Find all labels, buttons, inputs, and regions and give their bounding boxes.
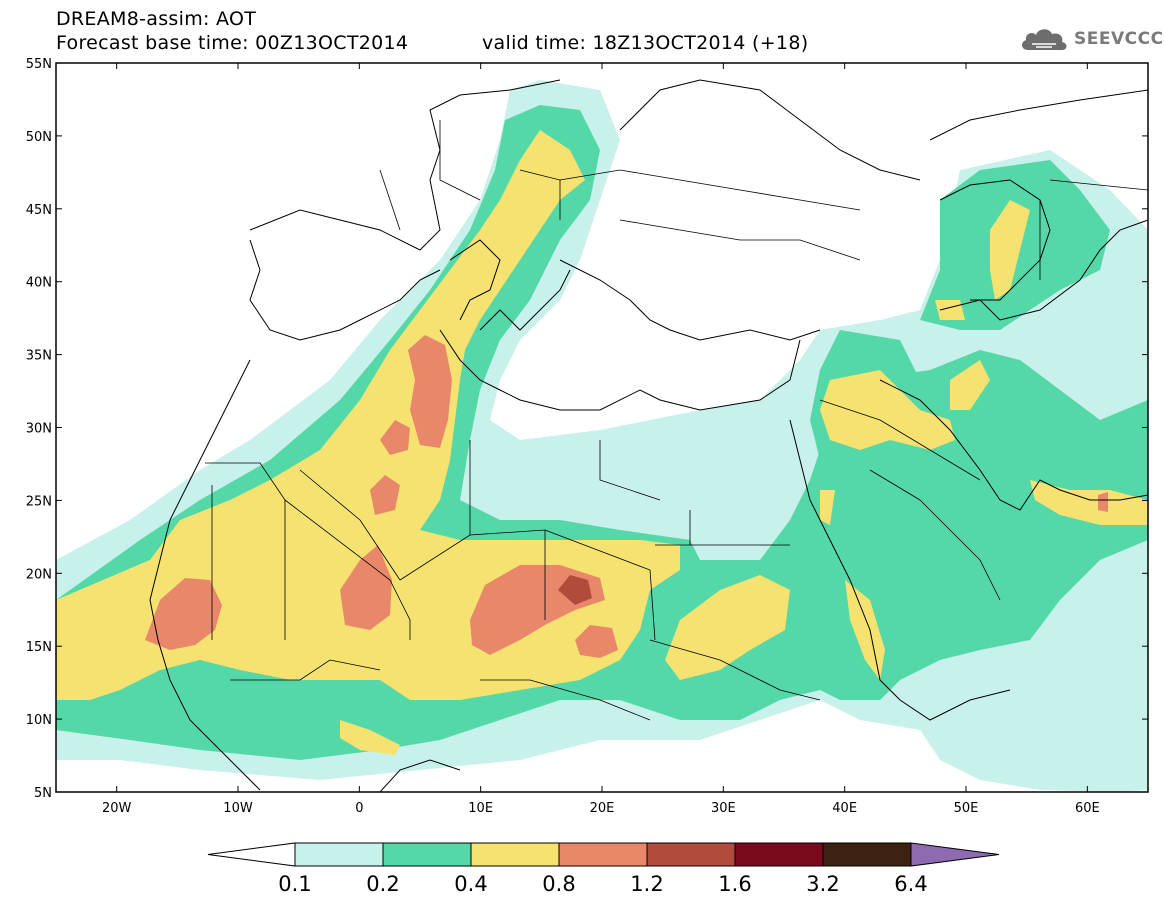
colorbar-label: 3.2: [806, 872, 839, 896]
colorbar-swatch: [470, 842, 560, 867]
colorbar-swatch: [294, 842, 384, 867]
colorbar-swatch: [558, 842, 648, 867]
valid-time: valid time: 18Z13OCT2014 (+18): [482, 32, 809, 54]
lat-tick-label: 5N: [34, 786, 52, 801]
colorbar-label: 1.2: [630, 872, 663, 896]
colorbar-label: 0.2: [366, 872, 399, 896]
coastlines: [149, 79, 1148, 792]
colorbar-label: 6.4: [894, 872, 927, 896]
map-title: DREAM8-assim: AOT: [56, 8, 257, 30]
lat-tick-label: 50N: [26, 130, 52, 145]
lat-tick-label: 30N: [26, 422, 52, 437]
colorbar-under-arrow: [207, 842, 296, 867]
lon-tick-label: 20E: [590, 801, 615, 816]
lat-tick-label: 55N: [26, 57, 52, 72]
cloud-icon: [1022, 29, 1067, 50]
lon-tick-label: 60E: [1075, 801, 1100, 816]
colorbar-label: 1.6: [718, 872, 751, 896]
lat-tick-label: 15N: [26, 640, 52, 655]
colorbar-label: 0.8: [542, 872, 575, 896]
lon-tick-label: 10E: [468, 801, 493, 816]
colorbar-over-arrow: [910, 842, 1000, 867]
forecast-base-time: Forecast base time: 00Z13OCT2014: [56, 32, 409, 54]
lon-tick-label: 10W: [223, 801, 253, 816]
seevccc-logo: SEEVCCC: [1018, 24, 1164, 54]
lon-tick-label: 50E: [954, 801, 979, 816]
colorbar-boxes: [207, 842, 1000, 867]
lat-tick-label: 45N: [26, 203, 52, 218]
logo-text: SEEVCCC: [1074, 29, 1164, 49]
lat-tick-label: 10N: [26, 713, 52, 728]
lat-tick-label: 25N: [26, 494, 52, 509]
axis-ticks: [56, 62, 1148, 793]
lon-tick-label: 20W: [102, 801, 132, 816]
colorbar-swatch: [734, 842, 824, 867]
country-borders: [205, 120, 1148, 721]
latitude-labels: 55N 50N 45N 40N 35N 30N 25N 20N 15N 10N 5N: [26, 57, 52, 801]
lon-tick-label: 0: [355, 801, 363, 816]
aot-contour-0.8: [145, 335, 1108, 658]
lon-tick-label: 30E: [711, 801, 736, 816]
colorbar-swatch: [822, 842, 912, 867]
colorbar-label: 0.1: [278, 872, 311, 896]
lat-tick-label: 40N: [26, 276, 52, 291]
lon-tick-label: 40E: [832, 801, 857, 816]
lat-tick-label: 20N: [26, 567, 52, 582]
colorbar-swatch: [646, 842, 736, 867]
colorbar-swatch: [382, 842, 472, 867]
aot-contour-1.2: [558, 575, 592, 605]
lat-tick-label: 35N: [26, 349, 52, 364]
colorbar-labels: 0.1 0.2 0.4 0.8 1.2 1.6 3.2 6.4: [278, 872, 927, 896]
longitude-labels: 20W 10W 0 10E 20E 30E 40E 50E 60E: [102, 801, 1100, 816]
colorbar-label: 0.4: [454, 872, 487, 896]
